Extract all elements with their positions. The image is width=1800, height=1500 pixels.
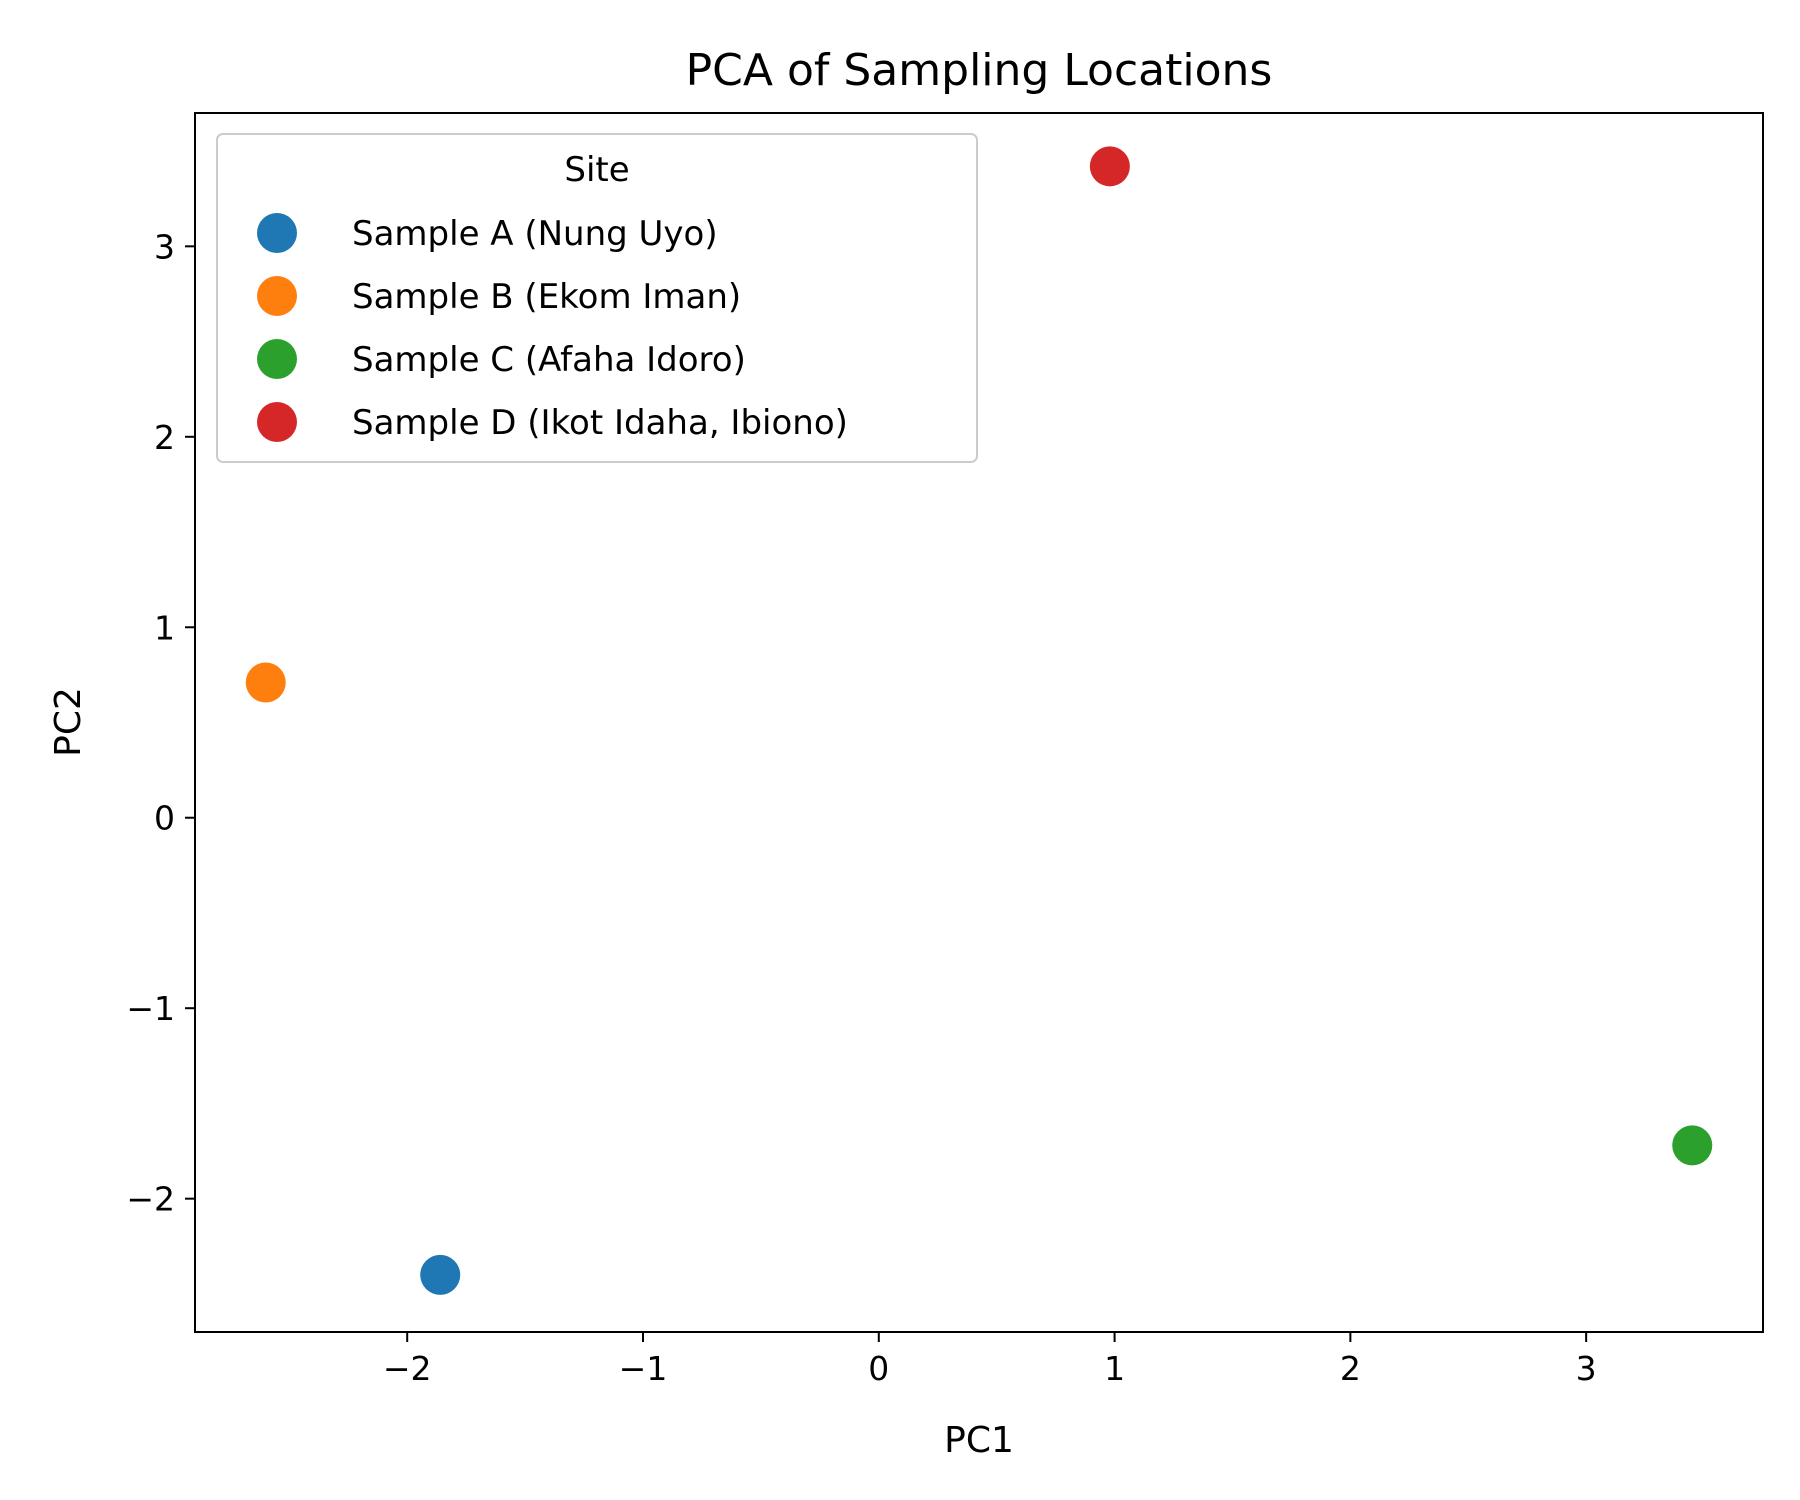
plot-area-frame bbox=[194, 112, 1764, 1333]
y-tick-label: 0 bbox=[154, 799, 175, 838]
data-point bbox=[245, 662, 286, 703]
data-points bbox=[245, 146, 1713, 1295]
x-tick-label: −2 bbox=[383, 1349, 432, 1388]
legend-title: Site bbox=[564, 150, 629, 190]
legend-items: Sample A (Nung Uyo) Sample B (Ekom Iman) S… bbox=[257, 213, 848, 443]
data-point bbox=[1672, 1125, 1713, 1166]
x-axis-ticks: −2 −1 0 1 2 3 bbox=[383, 1332, 1597, 1388]
x-tick-label: 1 bbox=[1104, 1349, 1125, 1388]
legend-marker bbox=[257, 276, 297, 316]
data-point bbox=[1089, 146, 1130, 187]
legend-marker bbox=[257, 339, 297, 379]
legend-marker bbox=[257, 213, 297, 253]
x-tick-label: 2 bbox=[1340, 1349, 1361, 1388]
chart-title: PCA of Sampling Locations bbox=[686, 45, 1273, 96]
y-tick-label: 2 bbox=[154, 418, 175, 457]
y-axis-ticks: −2 −1 0 1 2 3 bbox=[126, 227, 195, 1219]
x-tick-label: 3 bbox=[1576, 1349, 1597, 1388]
y-tick-label: 1 bbox=[154, 608, 175, 647]
y-axis-label: PC2 bbox=[48, 687, 89, 757]
y-tick-label: −1 bbox=[126, 989, 175, 1028]
legend-box bbox=[216, 133, 978, 463]
legend-marker bbox=[257, 402, 297, 442]
legend-label: Sample C (Afaha Idoro) bbox=[352, 340, 746, 380]
legend-label: Sample D (Ikot Idaha, Ibiono) bbox=[352, 403, 848, 443]
x-axis-label: PC1 bbox=[944, 1420, 1014, 1461]
data-point bbox=[420, 1254, 461, 1295]
legend: Site Sample A (Nung Uyo) Sample B (Ekom I… bbox=[216, 133, 978, 463]
x-tick-label: −1 bbox=[619, 1349, 668, 1388]
y-tick-label: 3 bbox=[154, 227, 175, 266]
legend-label: Sample A (Nung Uyo) bbox=[352, 214, 718, 254]
y-tick-label: −2 bbox=[126, 1180, 175, 1219]
legend-label: Sample B (Ekom Iman) bbox=[352, 277, 741, 317]
x-tick-label: 0 bbox=[868, 1349, 889, 1388]
